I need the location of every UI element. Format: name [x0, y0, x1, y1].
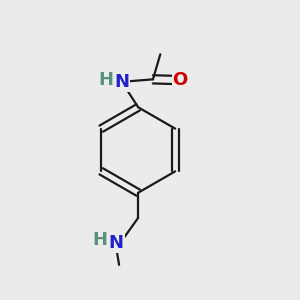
Text: H: H: [98, 71, 113, 89]
Text: H: H: [92, 231, 107, 249]
Text: O: O: [172, 71, 188, 89]
Text: N: N: [115, 73, 130, 91]
Text: N: N: [109, 234, 124, 252]
